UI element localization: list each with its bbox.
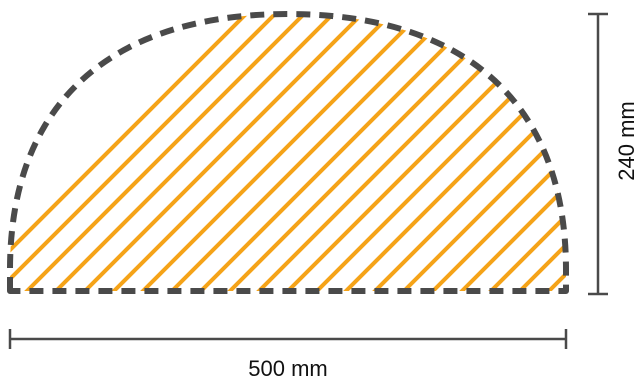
width-dimension-line — [8, 329, 568, 349]
hatch-line — [219, 14, 523, 291]
hatch-line — [10, 14, 262, 291]
hatch-line — [277, 14, 566, 291]
height-dimension-line — [588, 12, 608, 296]
hatch-line — [103, 14, 407, 291]
hatch-line — [132, 14, 436, 291]
hatch-line — [161, 14, 465, 291]
hatch-line — [248, 14, 552, 291]
hatch-line — [10, 14, 291, 291]
hatch-line — [45, 14, 349, 291]
hatch-line — [393, 14, 566, 291]
height-dimension-label: 240 mm — [614, 101, 639, 181]
hatch-line — [16, 14, 320, 291]
hatch-line — [335, 14, 566, 291]
hatch-line — [509, 14, 566, 291]
width-dimension-label: 500 mm — [248, 356, 328, 381]
hatch-line — [451, 14, 566, 291]
hatch-line — [364, 14, 566, 291]
hatch-line — [480, 14, 566, 291]
hatch-line — [74, 14, 378, 291]
hatch-line — [190, 14, 494, 291]
shape-outline — [7, 11, 569, 294]
hatch-line — [306, 14, 566, 291]
hatch-line — [422, 14, 566, 291]
